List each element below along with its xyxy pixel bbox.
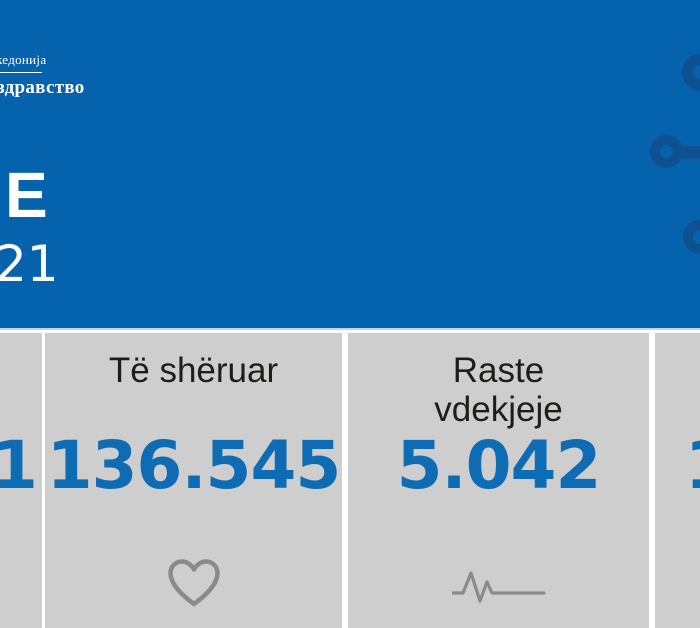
header-bottom-edge	[0, 328, 700, 330]
stat-card-deaths: Raste vdekjeje 5.042	[348, 333, 649, 628]
stat-label: Të shëruar	[108, 351, 279, 390]
stat-card-left-partial: 1	[0, 333, 42, 628]
stat-card-right-partial: 1	[655, 333, 700, 628]
stat-value-fragment: 1	[685, 433, 700, 499]
stat-label: Raste vdekjeje	[434, 351, 563, 429]
virus-spike-icon	[683, 220, 700, 254]
virus-spike-stem	[680, 146, 700, 159]
ministry-logo-name-text: здравство	[0, 77, 85, 98]
virus-spike-icon	[650, 135, 683, 168]
stat-value: 5.042	[396, 427, 602, 504]
virus-spike-icon	[682, 54, 700, 91]
stat-card-recovered: Të shëruar 136.545	[45, 333, 342, 628]
stat-value: 136.545	[46, 427, 342, 504]
logo-divider-line	[0, 72, 42, 73]
date-text-fragment: 21	[0, 235, 59, 293]
stat-value-fragment: 1	[0, 427, 38, 504]
title-text-fragment: E	[5, 159, 48, 231]
header-banner: кедонија здравство E 21	[0, 0, 700, 330]
pulse-icon	[450, 570, 546, 609]
ministry-logo-country-text: кедонија	[0, 52, 47, 67]
heart-icon	[166, 557, 222, 614]
